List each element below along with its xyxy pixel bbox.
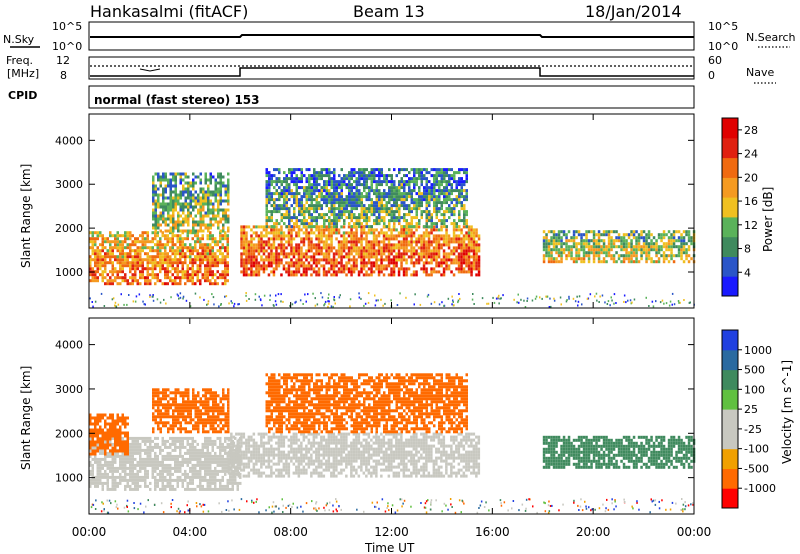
power-scatter xyxy=(89,168,696,308)
date-title: 18/Jan/2014 xyxy=(585,2,682,21)
station-title: Hankasalmi (fitACF) xyxy=(90,2,248,21)
freq-label: Freq. xyxy=(6,54,33,67)
x-tick-label: 20:00 xyxy=(576,525,611,539)
power-y-tick-label: 1000 xyxy=(55,266,83,279)
velocity-colorbar-tick: -25 xyxy=(744,423,762,436)
power-panel: 1000 2000 3000 4000 Slant Range [km] xyxy=(19,113,696,309)
power-scatter-region xyxy=(240,225,481,277)
x-tick-label: 00:00 xyxy=(677,525,712,539)
power-colorbar-swatch xyxy=(722,118,738,139)
x-tick-label: 08:00 xyxy=(273,525,308,539)
power-colorbar: 4 8 12 16 20 24 28 Power [dB] xyxy=(721,117,775,297)
velocity-colorbar-label: Velocity [m s^-1] xyxy=(780,360,794,464)
power-colorbar-swatch xyxy=(722,276,738,297)
velocity-colorbar-swatch xyxy=(722,330,738,351)
velocity-scatter-region xyxy=(89,413,129,456)
freq-tick-bottom: 8 xyxy=(60,69,67,82)
velocity-colorbar-tick: 100 xyxy=(744,383,765,396)
power-colorbar-tick: 4 xyxy=(744,266,751,279)
power-colorbar-swatch xyxy=(722,157,738,178)
power-colorbar-label: Power [dB] xyxy=(761,187,775,252)
power-colorbar-tick: 12 xyxy=(744,219,758,232)
noise-sky-line xyxy=(90,34,694,38)
power-colorbar-tick: 8 xyxy=(744,243,751,256)
x-tick-label: 12:00 xyxy=(374,525,409,539)
power-scatter-region xyxy=(89,231,229,286)
velocity-colorbar-swatch xyxy=(722,389,738,410)
nave-tick-bottom: 0 xyxy=(708,69,715,82)
velocity-colorbar-tick: -500 xyxy=(744,462,769,475)
power-ylabel: Slant Range [km] xyxy=(19,164,33,268)
power-near-range-noise xyxy=(89,292,695,308)
power-colorbar-swatch xyxy=(722,177,738,198)
power-scatter-region xyxy=(265,168,468,229)
velocity-y-tick-label: 2000 xyxy=(55,427,83,440)
noise-tick-top-right: 10^5 xyxy=(708,20,738,33)
velocity-scatter-region xyxy=(265,373,468,434)
velocity-colorbar-swatch xyxy=(722,349,738,371)
cpid-label: CPID xyxy=(8,89,37,102)
velocity-colorbar-swatch xyxy=(722,488,738,509)
power-colorbar-tick: 16 xyxy=(744,195,758,208)
power-y-tick-label: 2000 xyxy=(55,222,83,235)
noise-panel: N.Sky 10^5 10^0 10^5 10^0 N.Search xyxy=(3,20,796,53)
power-colorbar-swatch xyxy=(722,256,738,277)
power-colorbar-tick: 24 xyxy=(744,148,758,161)
velocity-scatter-region xyxy=(542,435,696,469)
power-scatter-region xyxy=(152,172,230,233)
noise-tick-bottom-right: 10^0 xyxy=(708,40,738,53)
x-tick-label: 16:00 xyxy=(475,525,510,539)
velocity-colorbar-swatch xyxy=(722,409,738,430)
power-colorbar-swatch xyxy=(722,197,738,218)
x-tick-label: 04:00 xyxy=(173,525,208,539)
velocity-scatter-region xyxy=(152,388,230,434)
velocity-colorbar-tick: -1000 xyxy=(744,482,776,495)
noise-sky-label: N.Sky xyxy=(3,33,35,46)
noise-tick-top-left: 10^5 xyxy=(52,20,82,33)
power-y-tick-label: 3000 xyxy=(55,178,83,191)
nave-tick-top: 60 xyxy=(708,54,722,67)
velocity-colorbar-tick: -100 xyxy=(744,443,769,456)
x-tick-label: 00:00 xyxy=(72,525,107,539)
freq-tick-top: 12 xyxy=(56,54,70,67)
noise-search-label: N.Search xyxy=(746,31,796,44)
power-colorbar-swatch xyxy=(722,137,738,159)
velocity-scatter xyxy=(89,373,696,514)
velocity-colorbar-swatch xyxy=(722,468,738,489)
power-colorbar-swatch xyxy=(722,216,738,238)
freq-unit-label: [MHz] xyxy=(7,67,39,80)
power-scatter-region xyxy=(542,230,696,264)
velocity-scatter-region xyxy=(89,436,242,491)
velocity-colorbar-swatch xyxy=(722,428,738,450)
velocity-scatter-region xyxy=(227,432,481,478)
velocity-colorbar-swatch xyxy=(722,369,738,390)
velocity-y-tick-label: 4000 xyxy=(55,339,83,352)
power-colorbar-tick: 20 xyxy=(744,171,758,184)
velocity-y-tick-label: 1000 xyxy=(55,472,83,485)
velocity-colorbar: 1000 500 100 25 -25 -100 -500 -1000 Velocity [m… xyxy=(721,329,794,509)
x-axis-title: Time UT xyxy=(364,541,415,554)
velocity-near-range-noise xyxy=(90,498,694,514)
nave-label: Nave xyxy=(746,66,774,79)
velocity-y-tick-label: 3000 xyxy=(55,383,83,396)
power-colorbar-swatch xyxy=(722,236,738,257)
freq-panel: Freq. [MHz] 12 8 60 0 Nave xyxy=(6,54,776,84)
velocity-colorbar-tick: 500 xyxy=(744,364,765,377)
velocity-panel: 1000 2000 3000 4000 Slant Range [km] xyxy=(19,317,696,515)
velocity-colorbar-tick: 1000 xyxy=(744,344,772,357)
cpid-value: normal (fast stereo) 153 xyxy=(94,93,260,107)
velocity-ylabel: Slant Range [km] xyxy=(19,366,33,470)
power-y-tick-label: 4000 xyxy=(55,134,83,147)
velocity-colorbar-swatch xyxy=(722,448,738,469)
freq-line xyxy=(90,67,694,77)
power-colorbar-tick: 28 xyxy=(744,124,758,137)
velocity-colorbar-tick: 25 xyxy=(744,403,758,416)
beam-title: Beam 13 xyxy=(353,2,425,21)
noise-tick-bottom-left: 10^0 xyxy=(52,40,82,53)
